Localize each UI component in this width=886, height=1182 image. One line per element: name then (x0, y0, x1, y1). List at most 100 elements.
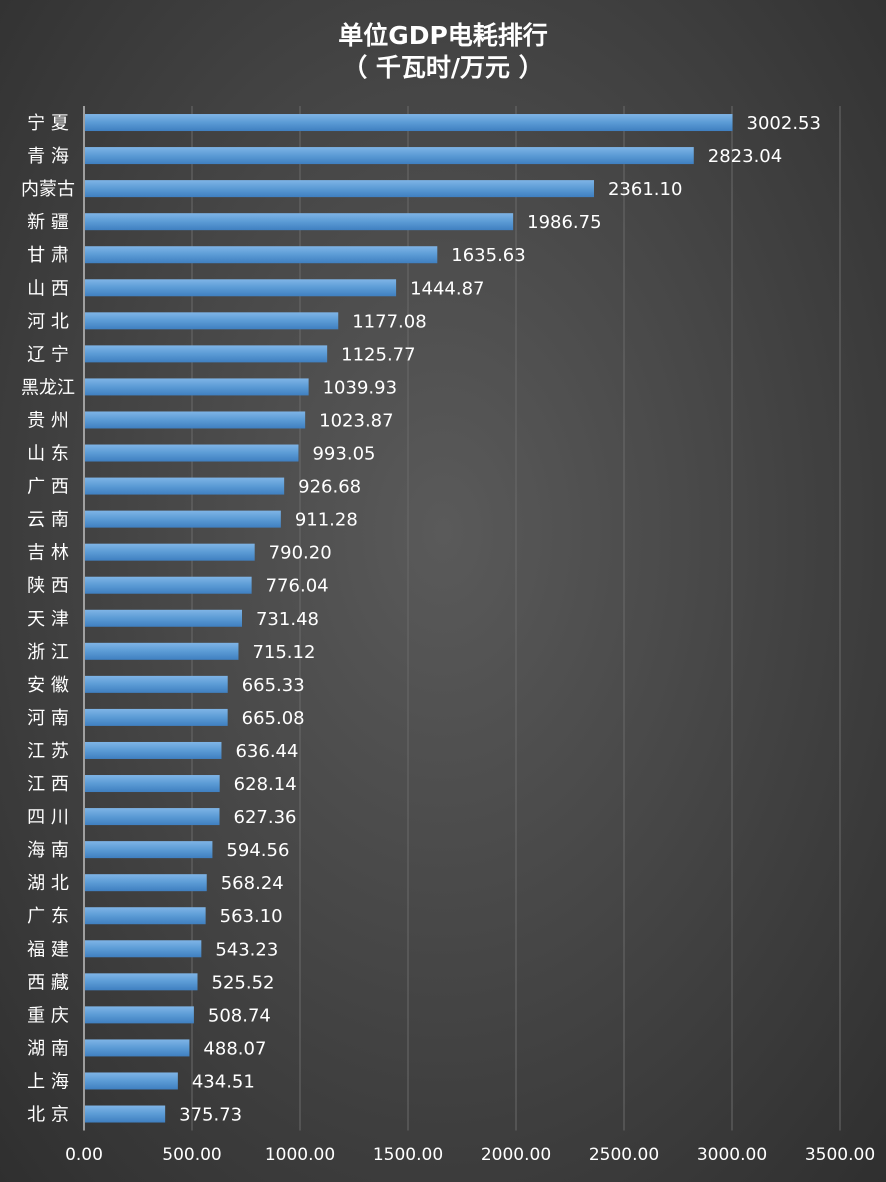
bar (85, 808, 220, 826)
value-label: 926.68 (298, 477, 361, 498)
value-label: 665.33 (242, 675, 305, 696)
category-label: 北 京 (27, 1105, 69, 1126)
bar (85, 609, 242, 627)
value-label: 568.24 (221, 873, 284, 894)
bar (85, 180, 594, 198)
bar (85, 279, 397, 297)
category-label: 上 海 (27, 1071, 69, 1092)
bar (85, 675, 228, 693)
bar (85, 246, 438, 264)
category-label: 辽 宁 (27, 344, 69, 365)
value-label: 628.14 (234, 774, 297, 795)
category-label: 青 海 (27, 146, 69, 167)
category-label: 广 西 (27, 477, 69, 498)
category-label: 云 南 (27, 510, 69, 531)
bar (85, 1006, 194, 1024)
value-label: 1986.75 (527, 212, 601, 233)
value-label: 1444.87 (410, 278, 484, 299)
bar (85, 576, 252, 594)
bar (85, 147, 694, 165)
category-label: 天 津 (27, 609, 69, 630)
x-tick-label: 500.00 (162, 1145, 221, 1165)
category-label: 福 建 (27, 939, 69, 960)
category-label: 内蒙古 (21, 179, 75, 200)
value-label: 636.44 (235, 741, 298, 762)
category-label: 重 庆 (27, 1005, 69, 1026)
bars (85, 114, 733, 1123)
category-label: 陕 西 (27, 576, 69, 597)
bar (85, 642, 239, 660)
x-axis-ticks: 0.00 500.00 1000.00 1500.00 2000.00 2500.00 30… (65, 1145, 875, 1165)
value-label: 1177.08 (352, 311, 426, 332)
category-label: 浙 江 (27, 642, 69, 663)
category-label: 西 藏 (27, 972, 69, 993)
bar (85, 477, 285, 495)
bar (85, 510, 281, 528)
bar (85, 114, 733, 132)
category-label: 广 东 (27, 906, 69, 927)
value-label: 731.48 (256, 609, 319, 630)
bar (85, 378, 309, 396)
value-label: 2823.04 (708, 146, 782, 167)
value-label: 1023.87 (319, 410, 393, 431)
value-label: 594.56 (226, 840, 289, 861)
value-label: 2361.10 (608, 179, 682, 200)
x-tick-label: 2500.00 (589, 1145, 659, 1165)
x-tick-label: 3000.00 (697, 1145, 767, 1165)
value-label: 3002.53 (747, 113, 821, 134)
chart-subtitle: （ 千瓦时/万元 ） (342, 53, 544, 82)
category-label: 海 南 (27, 840, 69, 861)
category-label: 江 西 (27, 774, 69, 795)
category-label: 吉 林 (27, 543, 69, 564)
bar (85, 708, 228, 726)
bar (85, 775, 220, 793)
value-label: 1125.77 (341, 344, 415, 365)
category-label: 贵 州 (27, 410, 69, 431)
bar (85, 312, 339, 330)
category-label: 黑龙江 (21, 377, 75, 398)
category-label: 山 西 (27, 278, 69, 299)
bar (85, 411, 306, 429)
x-tick-label: 2000.00 (481, 1145, 551, 1165)
category-label: 甘 肃 (27, 245, 69, 266)
bar (85, 213, 514, 231)
bar (85, 444, 299, 462)
value-label: 508.74 (208, 1005, 271, 1026)
bar (85, 907, 206, 925)
value-label: 790.20 (269, 543, 332, 564)
value-label: 776.04 (266, 576, 329, 597)
bar (85, 874, 207, 892)
category-label: 新 疆 (27, 212, 69, 233)
x-tick-label: 0.00 (65, 1145, 103, 1165)
bar (85, 1105, 166, 1123)
value-label: 911.28 (295, 510, 358, 531)
category-label: 宁 夏 (27, 113, 69, 134)
bar (85, 1039, 190, 1057)
bar (85, 973, 198, 991)
value-label: 543.23 (215, 939, 278, 960)
chart-title: 单位GDP电耗排行 (338, 21, 548, 50)
bar (85, 841, 213, 859)
category-label: 河 南 (27, 708, 69, 729)
value-label: 627.36 (234, 807, 297, 828)
value-label: 488.07 (203, 1038, 266, 1059)
bar (85, 543, 255, 561)
x-tick-label: 3500.00 (805, 1145, 875, 1165)
category-label: 安 徽 (27, 675, 69, 696)
value-label: 525.52 (212, 972, 275, 993)
category-label: 湖 南 (27, 1038, 69, 1059)
bar (85, 345, 328, 363)
bar (85, 741, 222, 759)
category-label: 四 川 (27, 807, 69, 828)
bar (85, 1072, 178, 1090)
category-label: 江 苏 (27, 741, 69, 762)
bar (85, 940, 202, 958)
category-label: 山 东 (27, 444, 69, 465)
x-tick-label: 1500.00 (373, 1145, 443, 1165)
category-label: 河 北 (27, 311, 69, 332)
category-label: 湖 北 (27, 873, 69, 894)
value-label: 563.10 (220, 906, 283, 927)
value-label: 715.12 (252, 642, 315, 663)
